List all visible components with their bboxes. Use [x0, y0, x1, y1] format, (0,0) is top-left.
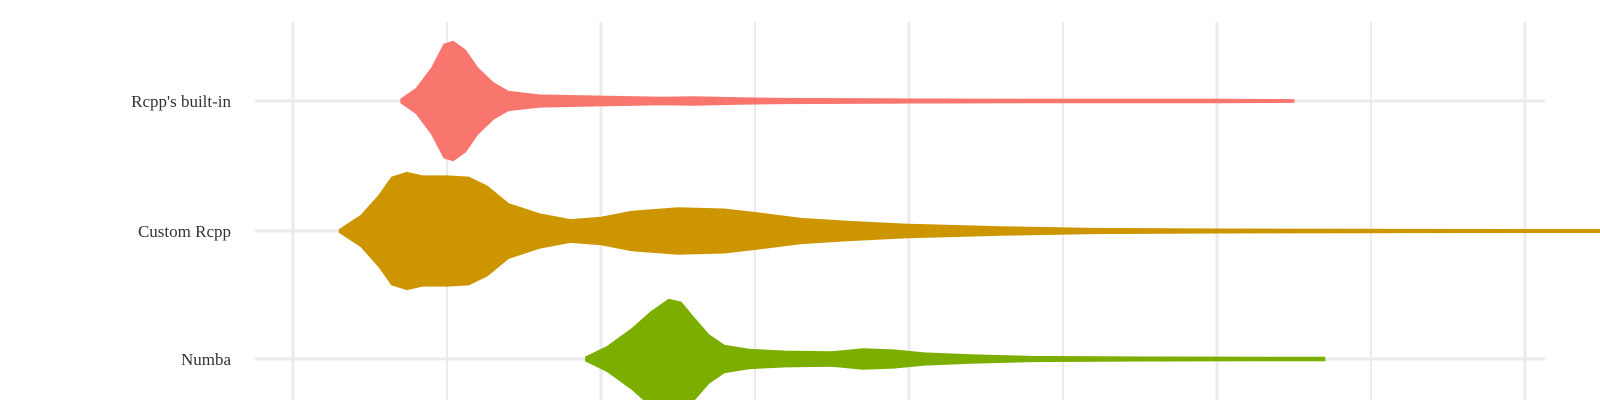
- category-label: Rcpp's built-in: [131, 92, 231, 111]
- vertical-gridlines: [291, 22, 1527, 400]
- category-labels: Rcpp's built-in Custom Rcpp Numba: [131, 92, 231, 369]
- violin-custom-rcpp: [338, 171, 1600, 291]
- category-label: Custom Rcpp: [138, 222, 231, 241]
- category-label: Numba: [181, 350, 232, 369]
- violin-numba: [585, 298, 1326, 400]
- violin-rcpp-s-built-in: [400, 40, 1295, 162]
- violin-shapes: [338, 40, 1600, 400]
